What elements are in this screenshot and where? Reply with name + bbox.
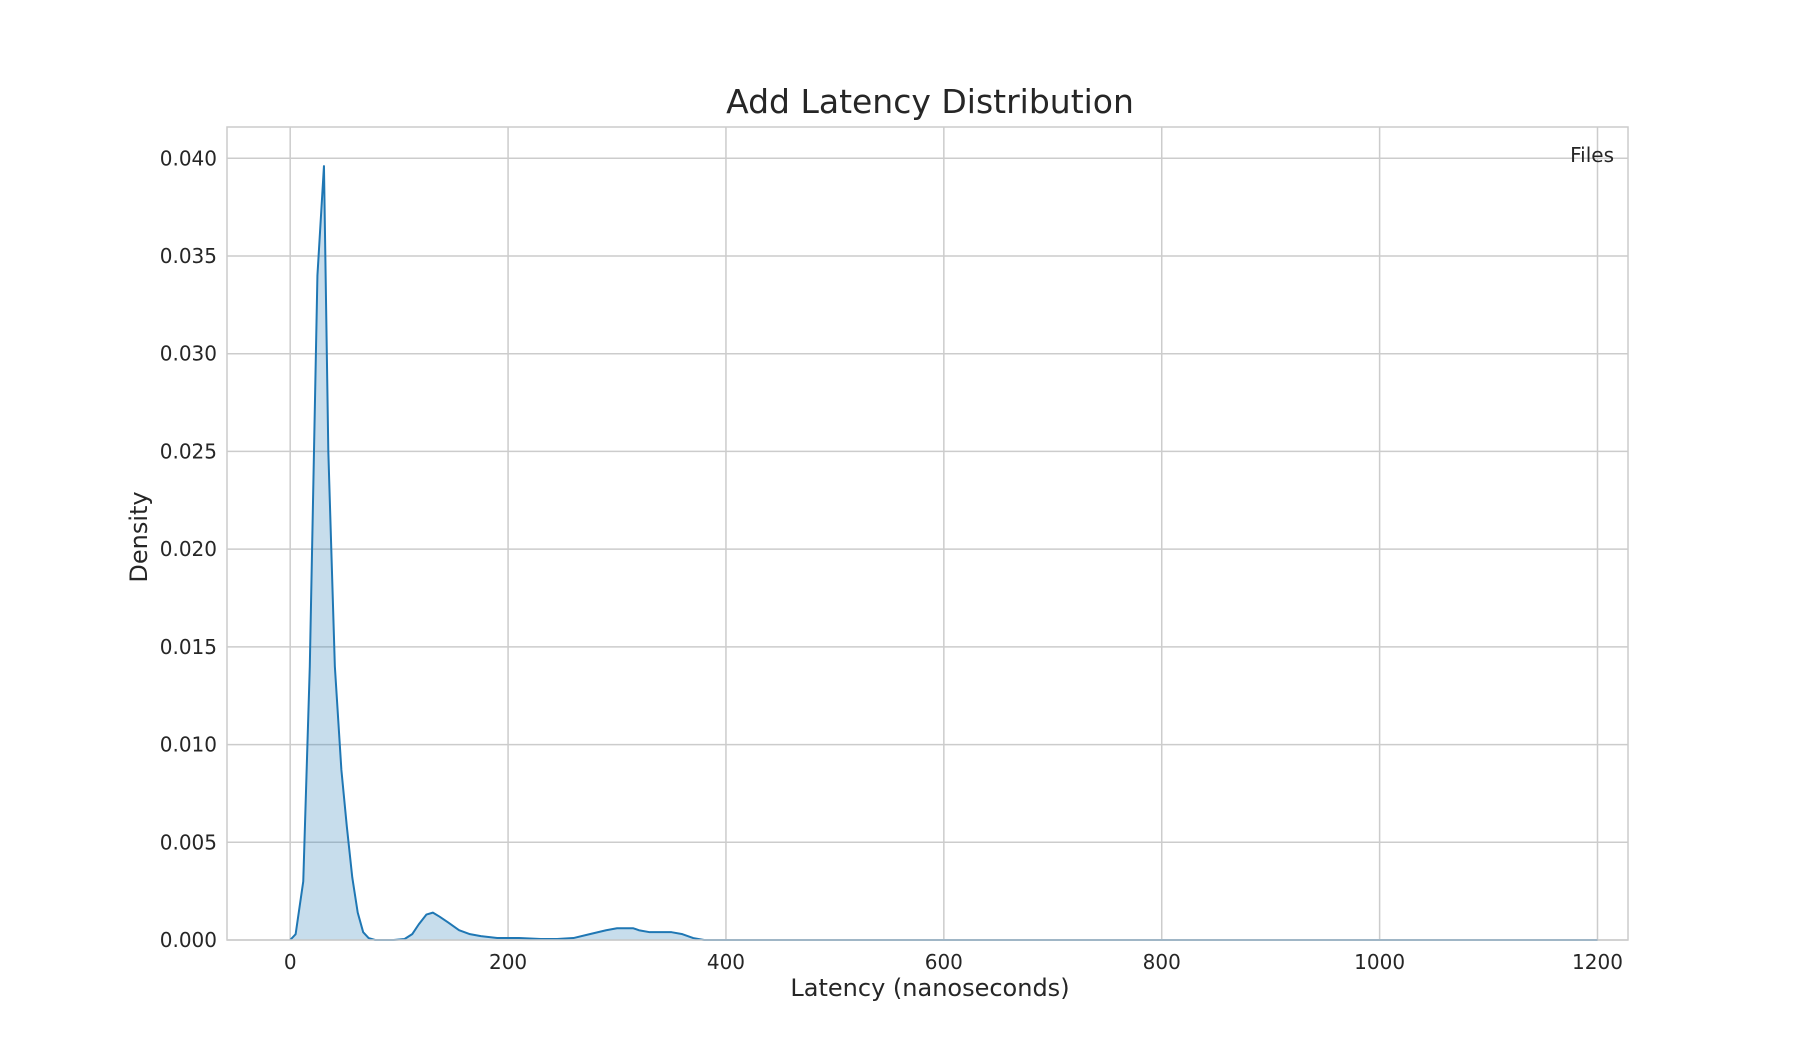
x-tick-label: 400 [707, 950, 745, 974]
y-tick-label: 0.005 [160, 830, 217, 854]
x-tick-label: 800 [1143, 950, 1181, 974]
plot-frame [226, 126, 1629, 941]
y-tick-label: 0.000 [160, 928, 217, 952]
x-tick-label: 200 [489, 950, 527, 974]
density-line [289, 165, 1598, 941]
x-tick-label: 600 [925, 950, 963, 974]
x-tick-label: 1200 [1572, 950, 1623, 974]
area-layer [289, 165, 1598, 941]
tick-layer: 0 200 400 600 800 1000 1200 0.000 0.005 0.010 0.01… [160, 146, 1623, 974]
legend-title: Files [1570, 143, 1614, 167]
y-tick-label: 0.020 [160, 537, 217, 561]
y-axis-title: Density [125, 491, 153, 582]
x-tick-label: 1000 [1354, 950, 1405, 974]
x-axis-title: Latency (nanoseconds) [790, 974, 1069, 1002]
y-tick-label: 0.025 [160, 439, 217, 463]
y-tick-label: 0.040 [160, 146, 217, 170]
chart-title: Add Latency Distribution [726, 82, 1134, 121]
x-tick-label: 0 [284, 950, 297, 974]
y-tick-label: 0.035 [160, 244, 217, 268]
y-tick-label: 0.030 [160, 342, 217, 366]
grid-layer [227, 127, 1628, 941]
y-tick-label: 0.010 [160, 733, 217, 757]
y-tick-label: 0.015 [160, 635, 217, 659]
